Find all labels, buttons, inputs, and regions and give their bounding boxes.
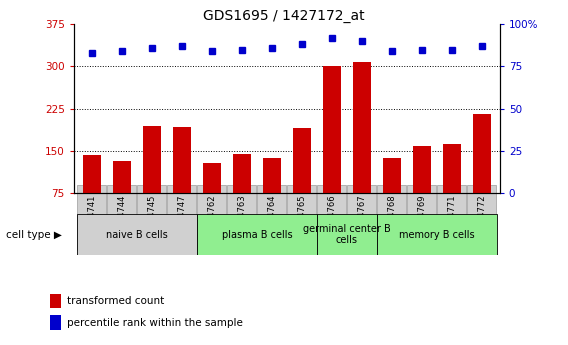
Text: naive B cells: naive B cells	[106, 230, 168, 239]
Bar	[50, 294, 61, 308]
Text: germinal center B
cells: germinal center B cells	[303, 224, 391, 245]
Bar	[77, 214, 197, 255]
Bar	[263, 158, 281, 193]
Text: GDS1695 / 1427172_at: GDS1695 / 1427172_at	[203, 9, 365, 23]
Bar	[143, 126, 161, 193]
Text: memory B cells: memory B cells	[399, 230, 475, 239]
Bar	[323, 66, 341, 193]
Bar	[443, 144, 461, 193]
Bar	[197, 214, 317, 255]
Bar	[317, 214, 377, 255]
Bar	[113, 161, 131, 193]
Bar	[473, 114, 491, 193]
Bar	[50, 315, 61, 330]
Bar	[377, 214, 497, 255]
Bar	[293, 128, 311, 193]
Bar	[383, 158, 401, 193]
Bar	[173, 127, 191, 193]
Text: percentile rank within the sample: percentile rank within the sample	[67, 318, 243, 327]
Bar	[83, 156, 101, 193]
Bar	[353, 62, 371, 193]
Bar	[203, 163, 221, 193]
Bar	[233, 154, 251, 193]
Text: plasma B cells: plasma B cells	[222, 230, 292, 239]
Text: cell type ▶: cell type ▶	[6, 230, 61, 239]
Text: transformed count: transformed count	[67, 296, 165, 306]
Bar	[413, 146, 431, 193]
